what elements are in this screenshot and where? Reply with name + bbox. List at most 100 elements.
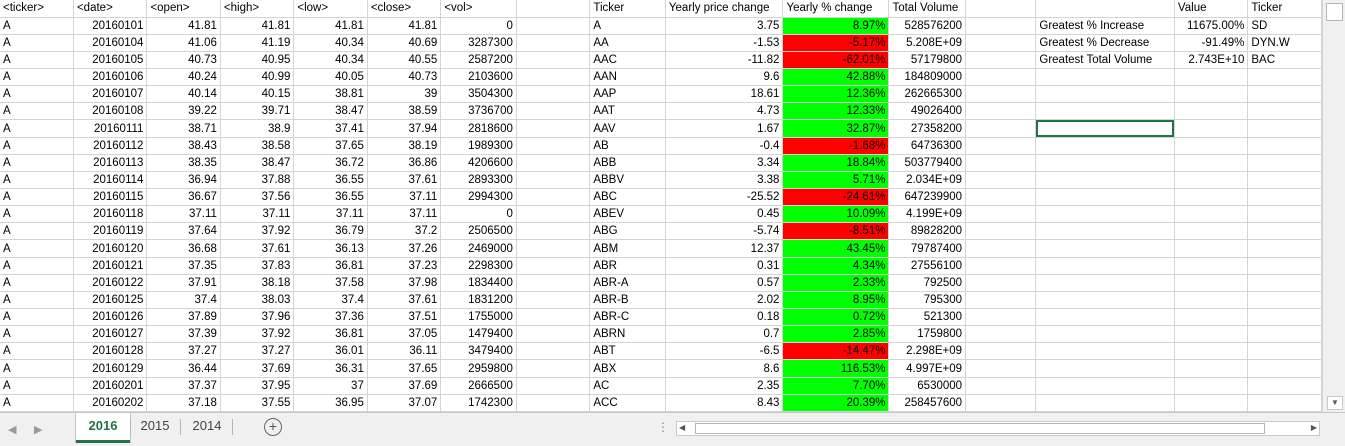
cell[interactable] (516, 205, 591, 224)
cell[interactable]: A (0, 68, 74, 87)
cell[interactable]: 37.96 (220, 308, 295, 327)
cell[interactable]: AC (589, 377, 666, 395)
cell[interactable]: 2469000 (440, 239, 517, 258)
cell[interactable]: 647239900 (888, 188, 967, 207)
cell[interactable]: 0.72% (782, 308, 890, 327)
cell[interactable]: AAP (589, 85, 666, 104)
cell[interactable]: ABG (589, 222, 666, 241)
cell[interactable]: 20160113 (73, 154, 148, 172)
cell[interactable] (1035, 377, 1175, 395)
cell[interactable]: 38.18 (220, 274, 295, 292)
cell[interactable] (965, 0, 1037, 18)
cell[interactable] (1174, 274, 1249, 292)
cell[interactable]: -62.01% (782, 51, 890, 70)
cell[interactable]: DYN.W (1247, 34, 1322, 52)
cell[interactable]: A (0, 308, 74, 327)
cell[interactable] (965, 394, 1037, 412)
cell[interactable] (965, 188, 1037, 207)
cell[interactable] (516, 291, 591, 310)
cell[interactable]: ABX (589, 359, 666, 378)
vertical-scrollbar[interactable]: ▼ (1322, 0, 1345, 412)
cell[interactable]: 38.35 (146, 154, 221, 172)
cell[interactable] (1035, 342, 1175, 361)
cell[interactable]: 41.81 (146, 17, 221, 35)
cell[interactable]: A (0, 85, 74, 104)
cell[interactable]: 1834400 (440, 274, 517, 292)
cell[interactable]: 12.36% (782, 85, 890, 104)
cell[interactable]: 40.05 (293, 68, 368, 87)
cell[interactable]: 40.14 (146, 85, 221, 104)
cell[interactable]: 4.199E+09 (888, 205, 967, 224)
cell[interactable] (965, 119, 1037, 138)
cell[interactable]: 37.35 (146, 257, 221, 275)
cell[interactable]: 3.75 (665, 17, 784, 35)
cell[interactable]: ABR-A (589, 274, 666, 292)
cell[interactable] (965, 154, 1037, 172)
cell[interactable] (965, 51, 1037, 70)
cell[interactable]: A (0, 102, 74, 121)
cell[interactable]: 12.33% (782, 102, 890, 121)
cell[interactable] (1247, 205, 1322, 224)
cell[interactable]: ABR (589, 257, 666, 275)
cell[interactable]: 20160120 (73, 239, 148, 258)
cell[interactable] (965, 17, 1037, 35)
cell[interactable] (1174, 394, 1249, 412)
cell[interactable]: -5.17% (782, 34, 890, 52)
cell[interactable]: 42.88% (782, 68, 890, 87)
cell[interactable]: 36.81 (293, 325, 368, 344)
cell[interactable]: 36.68 (146, 239, 221, 258)
cell[interactable]: 8.43 (665, 394, 784, 412)
cell[interactable] (1247, 222, 1322, 241)
cell[interactable]: 37.11 (220, 205, 295, 224)
cell[interactable]: -1.53 (665, 34, 784, 52)
cell[interactable]: 36.11 (367, 342, 442, 361)
cell[interactable]: 0.57 (665, 274, 784, 292)
cell[interactable] (965, 68, 1037, 87)
cell[interactable]: A (0, 119, 74, 138)
cell[interactable]: <date> (73, 0, 148, 18)
cell[interactable]: 40.15 (220, 85, 295, 104)
cell[interactable]: 37.2 (367, 222, 442, 241)
cell[interactable]: 3479400 (440, 342, 517, 361)
cell[interactable]: 37.37 (146, 377, 221, 395)
cell[interactable]: 1831200 (440, 291, 517, 310)
cell[interactable]: ABBV (589, 171, 666, 190)
cell[interactable]: 2.35 (665, 377, 784, 395)
cell[interactable] (965, 222, 1037, 241)
cell[interactable] (1035, 102, 1175, 121)
cell[interactable]: A (0, 17, 74, 35)
cell[interactable]: 32.87% (782, 119, 890, 138)
cell[interactable]: 20160115 (73, 188, 148, 207)
cell[interactable]: 40.34 (293, 51, 368, 70)
vertical-scroll-thumb[interactable] (1326, 3, 1343, 21)
cell[interactable]: 37.58 (293, 274, 368, 292)
cell[interactable]: -8.51% (782, 222, 890, 241)
cell[interactable]: 40.73 (367, 68, 442, 87)
cell[interactable] (965, 102, 1037, 121)
plus-circle-icon[interactable]: + (264, 418, 282, 436)
cell[interactable]: 3504300 (440, 85, 517, 104)
cell[interactable] (965, 34, 1037, 52)
cell[interactable]: 37.83 (220, 257, 295, 275)
cell[interactable]: 258457600 (888, 394, 967, 412)
cell[interactable]: 41.81 (293, 17, 368, 35)
cell[interactable]: 2506500 (440, 222, 517, 241)
cell[interactable] (1247, 102, 1322, 121)
cell[interactable] (965, 359, 1037, 378)
cell[interactable] (965, 377, 1037, 395)
cell[interactable]: 37.11 (367, 205, 442, 224)
cell[interactable]: A (0, 274, 74, 292)
cell[interactable]: 40.95 (220, 51, 295, 70)
cell[interactable] (1174, 257, 1249, 275)
cell[interactable]: 38.58 (220, 137, 295, 155)
cell[interactable] (516, 257, 591, 275)
cell[interactable] (965, 308, 1037, 327)
cell[interactable]: 2959800 (440, 359, 517, 378)
cell[interactable]: 39.71 (220, 102, 295, 121)
cell[interactable]: <high> (220, 0, 295, 18)
cell[interactable] (965, 205, 1037, 224)
cell[interactable] (516, 394, 591, 412)
cell[interactable]: 6530000 (888, 377, 967, 395)
more-options-icon[interactable]: ⋮ (657, 420, 669, 434)
cell[interactable]: A (0, 394, 74, 412)
